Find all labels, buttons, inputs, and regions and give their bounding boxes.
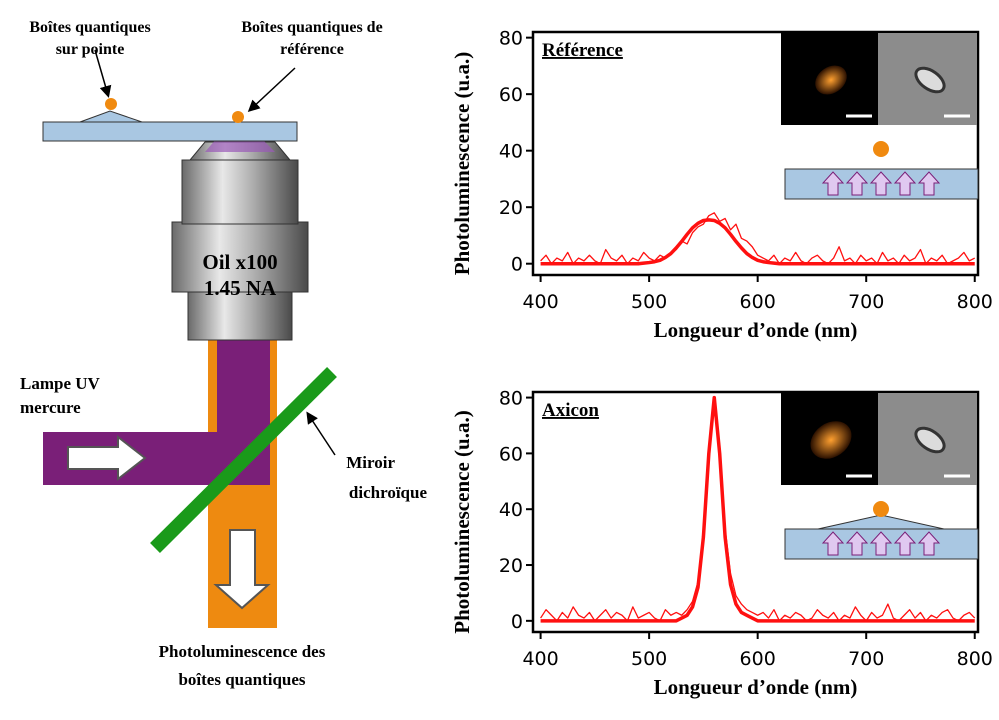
schematic-arrow — [821, 531, 845, 556]
y-tick-label: 40 — [499, 141, 523, 163]
inset-blob — [810, 421, 852, 459]
dichroic-mirror — [150, 367, 337, 553]
series-line — [540, 399, 976, 622]
y-tick-label: 0 — [511, 611, 523, 633]
x-tick-label: 400 — [522, 291, 558, 313]
arrow — [247, 67, 296, 113]
x-tick-label: 600 — [740, 291, 776, 313]
label: Miroir — [346, 453, 395, 472]
label: Photoluminescence des — [159, 642, 326, 661]
y-axis-label: Photoluminescence (u.a.) — [450, 52, 474, 275]
excitation-beam — [43, 432, 270, 485]
y-tick-label: 0 — [511, 254, 523, 276]
x-tick-label: 600 — [740, 648, 776, 670]
x-tick-label: 700 — [848, 291, 884, 313]
schematic-arrow — [821, 171, 845, 196]
label: Lampe UV — [20, 374, 101, 393]
schematic-dot — [873, 141, 889, 157]
schematic-arrow — [869, 531, 893, 556]
schematic-arrow — [845, 171, 869, 196]
quantum-dot — [232, 111, 244, 123]
annotation: Axicon — [542, 400, 599, 421]
schematic-dot — [873, 501, 889, 517]
x-tick-label: 800 — [957, 648, 993, 670]
objective — [187, 289, 293, 341]
schematic-arrow — [893, 531, 917, 556]
inset-blob — [815, 65, 847, 95]
schematic-tip — [817, 514, 945, 530]
schematic-arrow — [893, 171, 917, 196]
y-tick-label: 20 — [499, 555, 523, 577]
objective — [181, 159, 299, 225]
label: Boîtes quantiques — [29, 19, 150, 36]
y-tick-label: 80 — [499, 28, 523, 50]
x-axis-label: Longueur d’onde (nm) — [654, 675, 858, 699]
label: référence — [280, 41, 344, 58]
x-tick-label: 500 — [631, 291, 667, 313]
label: boîtes quantiques — [178, 670, 305, 689]
tip — [79, 110, 143, 123]
y-tick-label: 80 — [499, 388, 523, 410]
arrow — [306, 411, 336, 456]
y-tick-label: 60 — [499, 443, 523, 465]
series-line — [540, 218, 975, 266]
label: Oil x100 — [202, 250, 277, 274]
glass-slide — [42, 121, 298, 142]
arrow — [67, 434, 147, 482]
schematic-arrow — [917, 171, 941, 196]
inset-sem — [914, 426, 946, 454]
y-tick-label: 40 — [499, 499, 523, 521]
y-tick-label: 60 — [499, 84, 523, 106]
arrow — [94, 49, 112, 98]
schematic-arrow — [917, 531, 941, 556]
x-tick-label: 800 — [957, 291, 993, 313]
y-axis-label: Photoluminescence (u.a.) — [450, 410, 474, 633]
y-tick-label: 20 — [499, 197, 523, 219]
schematic-arrow — [869, 171, 893, 196]
x-tick-label: 400 — [522, 648, 558, 670]
series-line — [540, 212, 976, 265]
label: mercure — [20, 398, 81, 417]
schematic-arrow — [845, 531, 869, 556]
x-axis-label: Longueur d’onde (nm) — [654, 318, 858, 342]
excitation-beam — [217, 338, 270, 433]
label: 1.45 NA — [204, 276, 277, 300]
arrow — [213, 529, 271, 610]
objective — [171, 221, 309, 293]
x-tick-label: 500 — [631, 648, 667, 670]
x-tick-label: 700 — [848, 648, 884, 670]
series-line — [540, 395, 975, 623]
plot-frame — [531, 30, 980, 277]
quantum-dot — [105, 98, 117, 110]
label: Boîtes quantiques de — [241, 19, 382, 36]
annotation: Référence — [542, 40, 623, 61]
diagram: Boîtes quantiques sur pointe Boîtes quan… — [20, 19, 427, 689]
inset-sem — [914, 66, 946, 94]
label: sur pointe — [56, 41, 125, 58]
label: dichroïque — [349, 483, 428, 502]
